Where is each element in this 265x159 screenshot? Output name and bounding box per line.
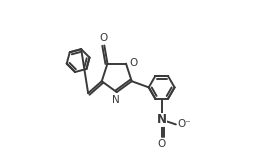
Text: N: N (112, 95, 120, 105)
Text: O: O (99, 33, 108, 43)
Text: O: O (130, 58, 138, 68)
Text: N: N (157, 113, 167, 126)
Text: O: O (157, 139, 166, 149)
Text: O⁻: O⁻ (178, 119, 192, 129)
